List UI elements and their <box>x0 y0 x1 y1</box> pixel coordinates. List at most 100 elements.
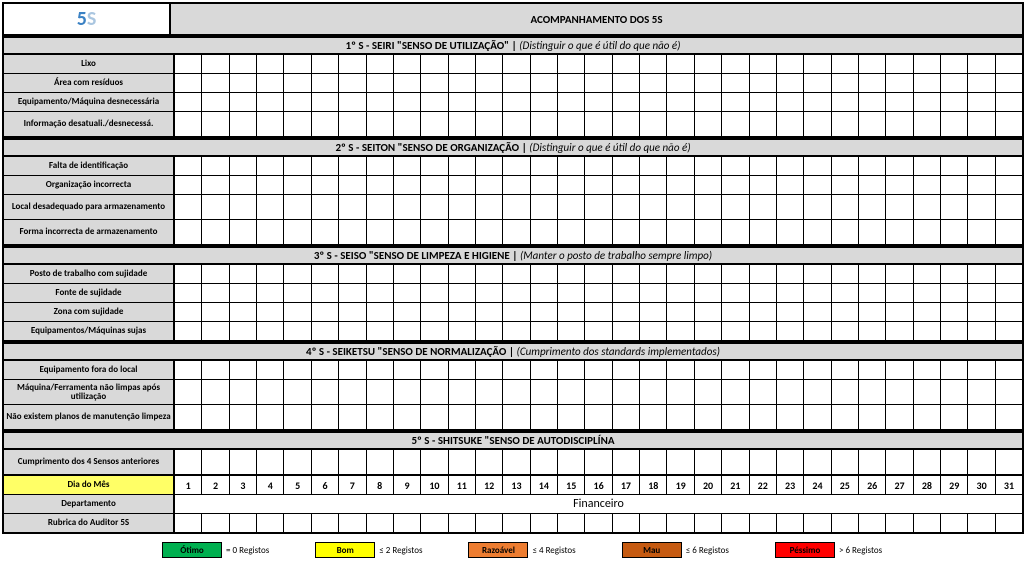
cell <box>202 322 229 340</box>
day-cell: 24 <box>804 476 831 494</box>
legend-text: ≤ 2 Registos <box>379 545 422 556</box>
day-cell: 17 <box>613 476 640 494</box>
criteria-row: Organização incorrecta <box>4 176 1022 195</box>
cell <box>339 74 366 92</box>
cell <box>284 195 311 219</box>
cell <box>284 284 311 302</box>
legend-item: Péssimo> 6 Registos <box>775 542 882 558</box>
cell <box>804 195 831 219</box>
cell <box>312 112 339 136</box>
cell <box>640 303 667 321</box>
cell <box>449 176 476 194</box>
day-cell: 20 <box>695 476 722 494</box>
cell <box>996 303 1022 321</box>
cell <box>640 450 667 474</box>
cell <box>421 93 448 111</box>
cell <box>175 380 202 404</box>
cell <box>996 405 1022 429</box>
cell <box>421 450 448 474</box>
cell <box>339 361 366 379</box>
cell <box>284 450 311 474</box>
cell <box>284 157 311 175</box>
cell <box>613 380 640 404</box>
cell <box>476 450 503 474</box>
cell <box>394 93 421 111</box>
cell <box>968 361 995 379</box>
cell <box>941 514 968 532</box>
cell <box>722 361 749 379</box>
cell <box>914 380 941 404</box>
cell <box>941 112 968 136</box>
cell <box>640 220 667 244</box>
logo: 5S <box>77 7 97 31</box>
cell <box>284 380 311 404</box>
cell <box>230 93 257 111</box>
cell <box>640 405 667 429</box>
cell <box>312 303 339 321</box>
cell <box>175 303 202 321</box>
cell <box>339 405 366 429</box>
cell <box>941 450 968 474</box>
cell <box>640 265 667 283</box>
cell <box>804 74 831 92</box>
cell <box>832 265 859 283</box>
cell <box>449 74 476 92</box>
cell <box>750 322 777 340</box>
cell <box>257 303 284 321</box>
cell <box>832 284 859 302</box>
cell <box>476 55 503 73</box>
section-header: 3º S - SEISO "SENSO DE LIMPEZA E HIGIENE… <box>4 246 1022 265</box>
cell <box>312 284 339 302</box>
criteria-row: Cumprimento dos 4 Sensos anteriores <box>4 450 1022 474</box>
cell <box>914 284 941 302</box>
cell <box>777 176 804 194</box>
dia-grid: 1234567891011121314151617181920212223242… <box>175 476 1022 494</box>
cell <box>339 176 366 194</box>
day-cell: 4 <box>257 476 284 494</box>
cell <box>585 112 612 136</box>
day-cell: 28 <box>914 476 941 494</box>
criteria-row: Fonte de sujidade <box>4 284 1022 303</box>
cell <box>859 380 886 404</box>
cell <box>886 405 913 429</box>
criteria-label: Falta de identificação <box>4 157 175 175</box>
cell <box>996 361 1022 379</box>
cell <box>284 220 311 244</box>
cell <box>996 514 1022 532</box>
cell <box>230 74 257 92</box>
day-cell: 3 <box>230 476 257 494</box>
cell <box>421 220 448 244</box>
criteria-label: Forma incorrecta de armazenamento <box>4 220 175 244</box>
cell <box>777 450 804 474</box>
criteria-row: Área com resíduos <box>4 74 1022 93</box>
cell <box>695 514 722 532</box>
cell <box>476 195 503 219</box>
cell <box>804 322 831 340</box>
cell <box>722 55 749 73</box>
cell <box>968 157 995 175</box>
cell <box>339 220 366 244</box>
cell <box>613 55 640 73</box>
cell <box>750 514 777 532</box>
cell <box>859 265 886 283</box>
cell <box>804 55 831 73</box>
criteria-label: Área com resíduos <box>4 74 175 92</box>
cell <box>804 284 831 302</box>
legend-item: Razoável≤ 4 Registos <box>468 542 575 558</box>
cell <box>531 450 558 474</box>
cell <box>367 361 394 379</box>
cell <box>832 93 859 111</box>
cell <box>941 176 968 194</box>
cell <box>667 55 694 73</box>
cell <box>394 195 421 219</box>
day-cell: 29 <box>941 476 968 494</box>
legend-item: Mau≤ 6 Registos <box>622 542 729 558</box>
cell <box>367 405 394 429</box>
criteria-row: Equipamento fora do local <box>4 361 1022 380</box>
cell <box>175 322 202 340</box>
cell <box>503 322 530 340</box>
cell <box>394 220 421 244</box>
day-cell: 6 <box>312 476 339 494</box>
cell <box>449 157 476 175</box>
cell <box>558 284 585 302</box>
